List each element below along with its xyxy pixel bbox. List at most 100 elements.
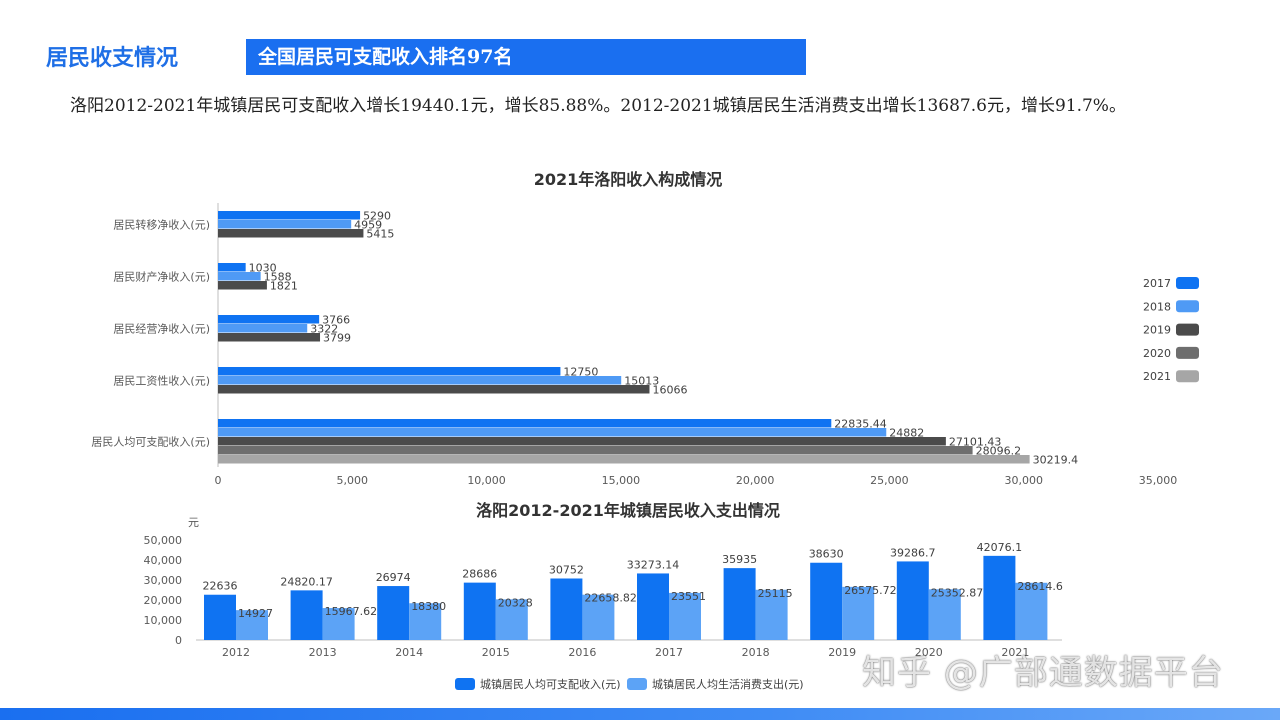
legend-label: 城镇居民人均可支配收入(元) <box>480 677 621 691</box>
bar-2018 <box>218 272 261 281</box>
bar-2017 <box>218 315 320 324</box>
data-label: 26575.72 <box>844 584 897 597</box>
bar-2019 <box>218 229 364 238</box>
data-label: 24820.17 <box>280 575 333 588</box>
income-composition-chart-title: 2021年洛阳收入构成情况 <box>533 170 723 189</box>
bar-income <box>983 555 1016 640</box>
x-tick-label: 10,000 <box>467 474 506 487</box>
data-label: 23551 <box>671 590 706 603</box>
bar-income <box>550 578 583 640</box>
data-label: 18380 <box>411 600 446 613</box>
x-tick-label: 2017 <box>655 646 683 659</box>
y-tick-label: 0 <box>175 634 182 647</box>
y-axis-unit: 元 <box>188 516 199 529</box>
x-tick-label: 2020 <box>915 646 943 659</box>
x-tick-label: 0 <box>215 474 222 487</box>
data-label: 1821 <box>270 280 298 293</box>
bar-expense <box>755 589 788 640</box>
legend-label: 2020 <box>1143 347 1171 360</box>
data-label: 24882 <box>889 427 924 440</box>
x-tick-label: 35,000 <box>1139 474 1178 487</box>
data-label: 5290 <box>363 210 391 223</box>
x-tick-label: 2018 <box>742 646 770 659</box>
x-tick-label: 5,000 <box>337 474 369 487</box>
watermark: 知乎 @广部通数据平台 <box>862 653 1224 693</box>
section-title: 居民收支情况 <box>46 45 179 71</box>
data-label: 35935 <box>722 553 757 566</box>
legend-label: 城镇居民人均生活消费支出(元) <box>652 677 804 691</box>
data-label: 39286.7 <box>890 546 936 559</box>
legend-label: 2018 <box>1143 300 1171 313</box>
footer-bar <box>0 708 1280 720</box>
bar-income <box>204 594 236 640</box>
bar-income <box>810 562 843 640</box>
data-label: 3322 <box>310 323 338 336</box>
y-tick-label: 30,000 <box>144 574 183 587</box>
x-tick-label: 2015 <box>482 646 510 659</box>
data-label: 4959 <box>354 219 382 232</box>
data-label: 22835.44 <box>834 418 887 431</box>
data-label: 22658.82 <box>584 592 637 605</box>
bar-expense <box>236 610 268 640</box>
bar-expense <box>1015 582 1048 640</box>
data-label: 25115 <box>758 587 793 600</box>
data-label: 15967.62 <box>325 605 378 618</box>
bar-income <box>377 586 410 640</box>
bar-2019 <box>218 333 321 342</box>
bar-expense <box>582 594 615 640</box>
x-tick-label: 25,000 <box>870 474 909 487</box>
x-tick-label: 15,000 <box>602 474 641 487</box>
data-label: 38630 <box>809 548 844 561</box>
data-label: 28686 <box>462 568 497 581</box>
x-tick-label: 2013 <box>309 646 337 659</box>
data-label: 30219.4 <box>1033 454 1079 467</box>
income-expense-chart-title: 洛阳2012-2021年城镇居民收入支出情况 <box>476 501 780 520</box>
y-tick-label: 50,000 <box>144 534 183 547</box>
x-tick-label: 2019 <box>828 646 856 659</box>
data-label: 27101.43 <box>949 436 1002 449</box>
data-label: 15013 <box>624 375 659 388</box>
category-label: 居民工资性收入(元) <box>113 374 210 388</box>
data-label: 42076.1 <box>977 541 1023 554</box>
bar-2018 <box>218 376 622 385</box>
category-label: 居民经营净收入(元) <box>113 322 210 336</box>
bar-expense <box>928 589 961 640</box>
bar-income <box>723 568 756 640</box>
data-label: 30752 <box>549 563 584 576</box>
bar-2020 <box>218 446 973 455</box>
legend-label: 2021 <box>1143 370 1171 383</box>
bar-income <box>637 573 669 640</box>
legend-swatch <box>627 678 647 690</box>
bar-2018 <box>218 428 887 437</box>
data-label: 16066 <box>652 384 687 397</box>
category-label: 居民财产净收入(元) <box>113 270 210 284</box>
legend-swatch <box>1176 346 1199 359</box>
bar-income <box>463 582 496 640</box>
data-label: 3766 <box>322 314 350 327</box>
x-tick-label: 2012 <box>222 646 250 659</box>
bar-expense <box>842 586 875 640</box>
x-tick-label: 2021 <box>1001 646 1029 659</box>
data-label: 14927 <box>238 607 273 620</box>
bar-expense <box>409 603 442 640</box>
category-label: 居民人均可支配收入(元) <box>91 435 210 449</box>
bar-2019 <box>218 281 267 290</box>
legend-label: 2019 <box>1143 324 1171 337</box>
x-tick-label: 30,000 <box>1004 474 1043 487</box>
data-label: 3799 <box>323 332 351 345</box>
data-label: 5415 <box>366 228 394 241</box>
bar-expense <box>322 608 355 640</box>
data-label: 12750 <box>563 366 598 379</box>
bar-2021 <box>218 455 1030 464</box>
bar-2017 <box>218 263 246 272</box>
x-tick-label: 2014 <box>395 646 423 659</box>
y-tick-label: 20,000 <box>144 594 183 607</box>
legend-label: 2017 <box>1143 277 1171 290</box>
legend-swatch <box>455 678 475 690</box>
legend-swatch <box>1176 323 1199 336</box>
y-tick-label: 10,000 <box>144 614 183 627</box>
bar-2018 <box>218 324 308 333</box>
bar-2017 <box>218 367 561 376</box>
bar-expense <box>669 592 701 640</box>
